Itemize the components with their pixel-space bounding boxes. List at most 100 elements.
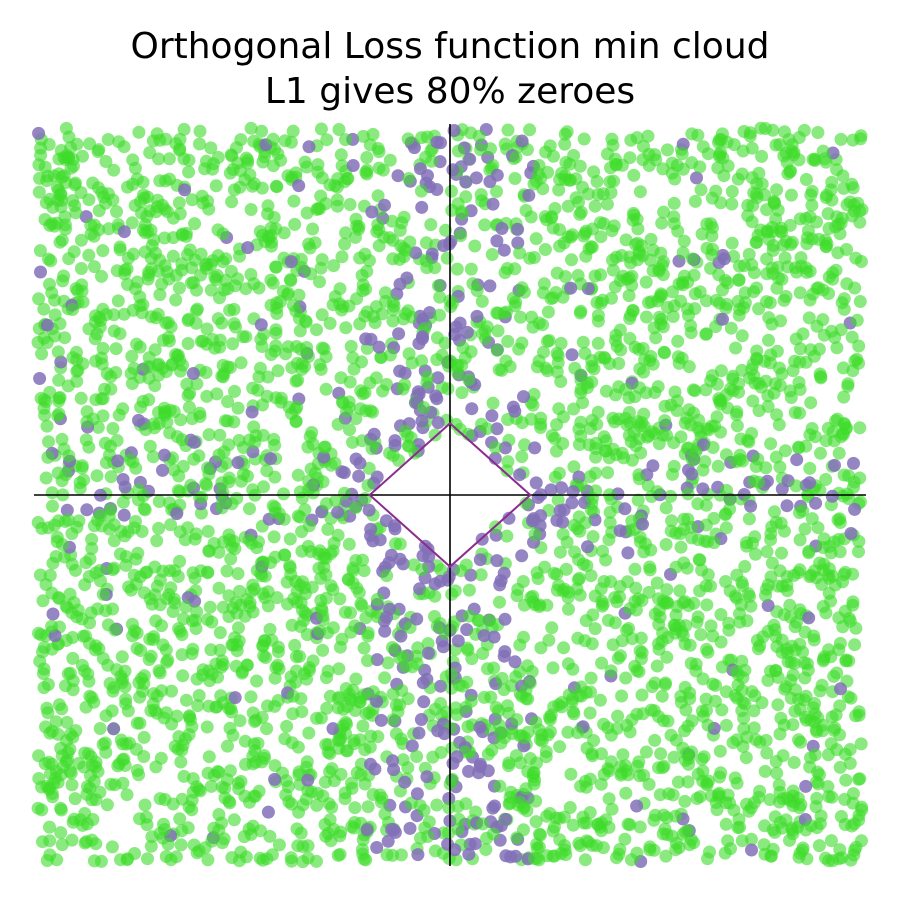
- scatter-point: [741, 433, 755, 447]
- scatter-point: [195, 490, 209, 504]
- scatter-point: [509, 749, 523, 763]
- scatter-point: [82, 248, 96, 262]
- scatter-point: [51, 727, 65, 741]
- scatter-point: [497, 683, 511, 697]
- scatter-point: [81, 667, 95, 681]
- scatter-point: [545, 429, 559, 442]
- scatter-point: [608, 280, 622, 294]
- scatter-point: [423, 306, 437, 320]
- scatter-point: [157, 711, 171, 725]
- scatter-point: [108, 623, 122, 637]
- scatter-point: [31, 801, 45, 815]
- scatter-point: [201, 565, 214, 579]
- scatter-point: [594, 777, 608, 791]
- scatter-point: [840, 198, 854, 212]
- scatter-point: [721, 276, 735, 290]
- scatter-point: [59, 679, 72, 693]
- scatter-point: [60, 715, 74, 729]
- scatter-point: [101, 133, 115, 146]
- scatter-point: [605, 802, 619, 816]
- scatter-point: [810, 791, 824, 805]
- scatter-point: [48, 308, 62, 322]
- scatter-point: [637, 365, 650, 379]
- scatter-point: [474, 188, 488, 202]
- scatter-point: [578, 853, 592, 867]
- scatter-point: [564, 767, 578, 781]
- scatter-point: [394, 848, 408, 862]
- scatter-point: [96, 738, 110, 751]
- scatter-point: [90, 469, 104, 483]
- scatter-point: [313, 544, 327, 558]
- scatter-point: [613, 590, 626, 604]
- scatter-point: [76, 149, 89, 163]
- scatter-point: [706, 441, 720, 454]
- scatter-point: [130, 716, 144, 730]
- scatter-point: [54, 826, 68, 840]
- scatter-point: [539, 750, 553, 764]
- scatter-point: [793, 603, 807, 617]
- scatter-point: [619, 383, 633, 396]
- scatter-point: [54, 188, 68, 202]
- scatter-point: [353, 456, 367, 470]
- scatter-point: [385, 822, 399, 836]
- scatter-point: [677, 234, 691, 248]
- scatter-point: [615, 634, 629, 648]
- scatter-point: [735, 329, 749, 343]
- scatter-point: [204, 779, 218, 793]
- scatter-point: [332, 662, 346, 676]
- scatter-point: [138, 798, 152, 812]
- scatter-point: [603, 516, 617, 530]
- scatter-point: [118, 480, 132, 494]
- scatter-point: [80, 817, 94, 831]
- scatter-point: [433, 308, 446, 322]
- scatter-point: [394, 629, 408, 643]
- scatter-point: [315, 308, 329, 322]
- scatter-point: [322, 797, 336, 811]
- scatter-point: [761, 400, 775, 413]
- scatter-point: [624, 133, 638, 147]
- scatter-point: [650, 659, 664, 673]
- scatter-point: [699, 518, 713, 532]
- scatter-point: [320, 701, 334, 715]
- scatter-point: [785, 821, 799, 835]
- scatter-point: [338, 486, 351, 500]
- scatter-point: [635, 688, 649, 702]
- scatter-point: [159, 174, 172, 188]
- scatter-point: [120, 788, 134, 802]
- scatter-point: [356, 847, 370, 861]
- scatter-point: [678, 595, 692, 609]
- scatter-point: [747, 474, 761, 488]
- scatter-point: [328, 456, 342, 470]
- scatter-point: [773, 460, 787, 474]
- scatter-point: [597, 430, 611, 444]
- scatter-point: [658, 678, 672, 692]
- scatter-point: [221, 395, 235, 409]
- scatter-point: [722, 616, 736, 630]
- scatter-point: [736, 740, 750, 753]
- scatter-point: [484, 690, 498, 704]
- scatter-point: [104, 777, 118, 791]
- scatter-point: [313, 624, 327, 638]
- scatter-point: [232, 434, 246, 447]
- scatter-point: [454, 229, 468, 243]
- scatter-point: [784, 610, 797, 624]
- scatter-point: [296, 855, 310, 869]
- scatter-point: [91, 145, 105, 158]
- scatter-point: [486, 827, 500, 841]
- scatter-point: [777, 524, 791, 538]
- scatter-point: [485, 248, 499, 261]
- scatter-point: [599, 384, 613, 398]
- scatter-point: [110, 663, 124, 677]
- scatter-point: [194, 334, 208, 348]
- scatter-point: [564, 281, 578, 295]
- scatter-point: [521, 725, 535, 739]
- scatter-point: [481, 662, 494, 676]
- scatter-point: [593, 693, 607, 707]
- scatter-point: [419, 236, 433, 250]
- scatter-point: [264, 298, 278, 312]
- scatter-point: [227, 813, 241, 827]
- scatter-point: [532, 316, 546, 330]
- scatter-point: [452, 812, 466, 826]
- scatter-point: [178, 183, 192, 197]
- scatter-point: [613, 323, 627, 337]
